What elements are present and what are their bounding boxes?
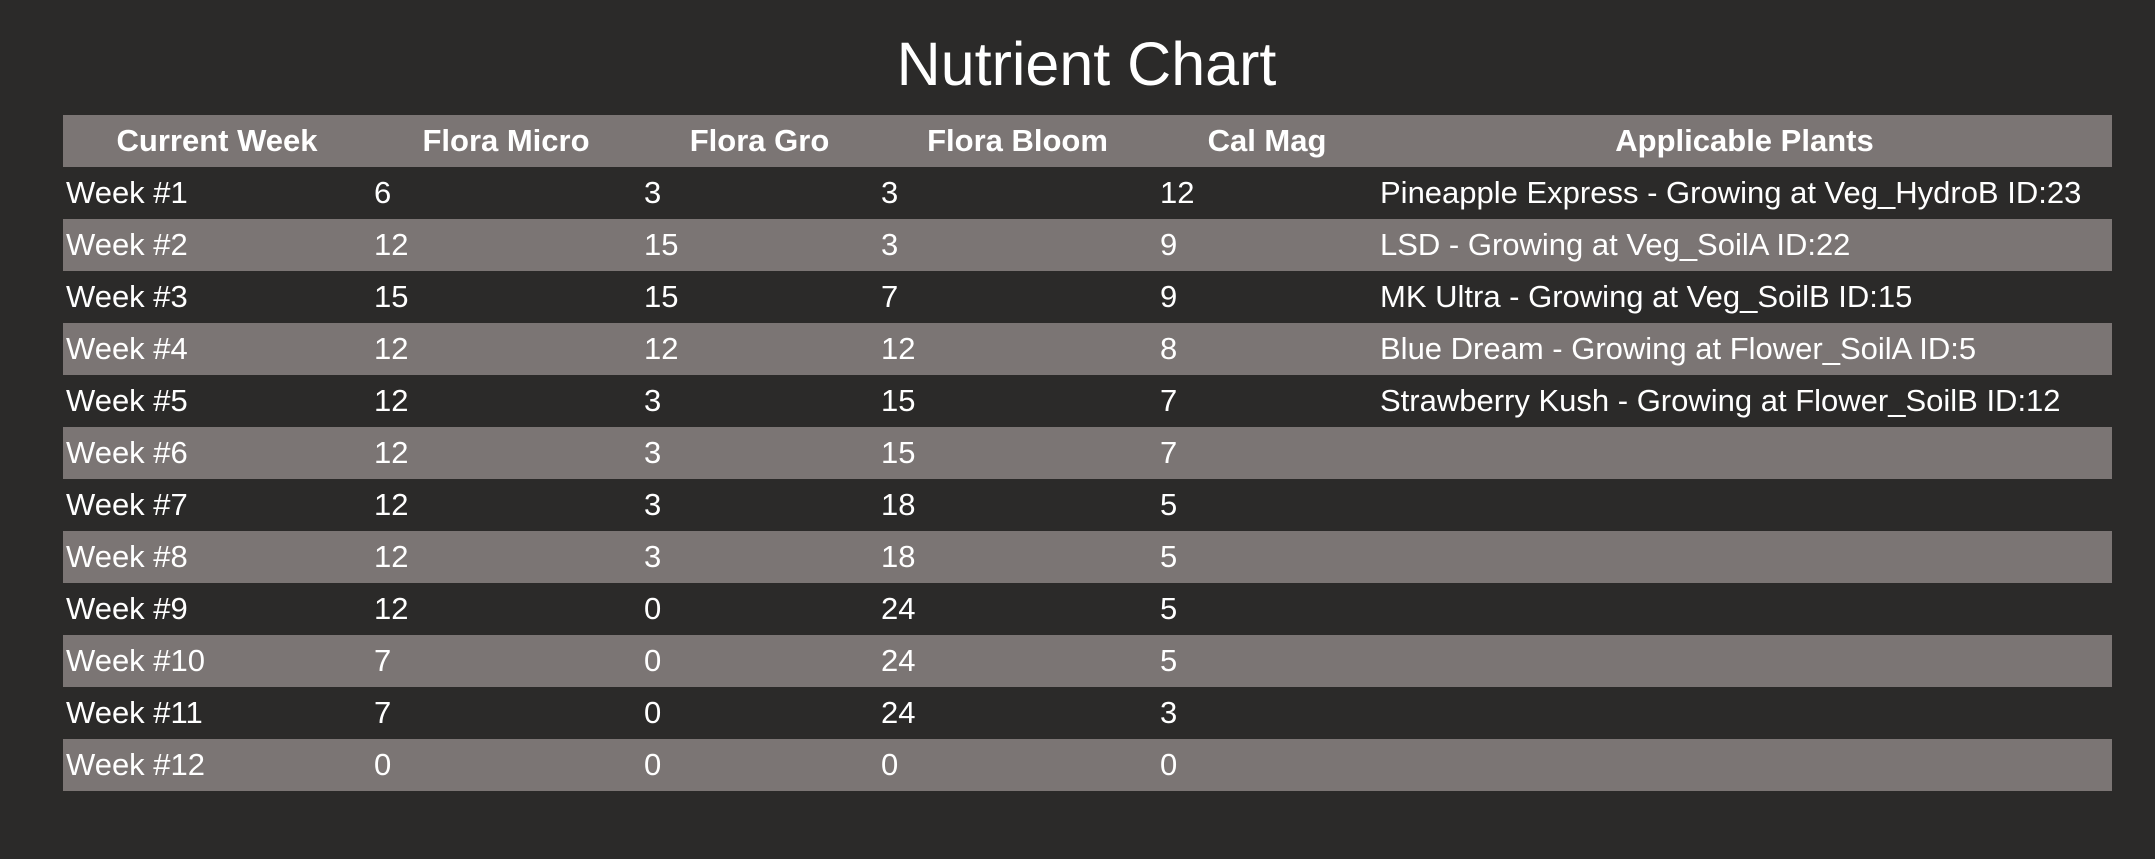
cell-week: Week #12 (63, 739, 371, 791)
cell-flora-bloom: 15 (878, 427, 1157, 479)
cell-flora-micro: 15 (371, 271, 641, 323)
cell-cal-mag: 7 (1157, 427, 1377, 479)
table-row: Week #7 12 3 18 5 (63, 479, 2112, 531)
cell-flora-bloom: 24 (878, 583, 1157, 635)
cell-applicable-plants (1377, 739, 2112, 791)
cell-applicable-plants: LSD - Growing at Veg_SoilA ID:22 (1377, 219, 2112, 271)
cell-week: Week #6 (63, 427, 371, 479)
cell-week: Week #8 (63, 531, 371, 583)
cell-week: Week #11 (63, 687, 371, 739)
cell-flora-gro: 3 (641, 427, 878, 479)
cell-week: Week #10 (63, 635, 371, 687)
cell-week: Week #3 (63, 271, 371, 323)
cell-flora-gro: 0 (641, 635, 878, 687)
cell-flora-bloom: 0 (878, 739, 1157, 791)
cell-cal-mag: 5 (1157, 479, 1377, 531)
table-row: Week #10 7 0 24 5 (63, 635, 2112, 687)
cell-cal-mag: 0 (1157, 739, 1377, 791)
nutrient-table: Current Week Flora Micro Flora Gro Flora… (63, 115, 2112, 791)
cell-flora-micro: 12 (371, 427, 641, 479)
cell-flora-bloom: 18 (878, 479, 1157, 531)
cell-cal-mag: 9 (1157, 219, 1377, 271)
table-row: Week #8 12 3 18 5 (63, 531, 2112, 583)
cell-week: Week #4 (63, 323, 371, 375)
cell-flora-bloom: 24 (878, 687, 1157, 739)
cell-flora-micro: 12 (371, 375, 641, 427)
cell-week: Week #5 (63, 375, 371, 427)
cell-flora-micro: 12 (371, 479, 641, 531)
cell-cal-mag: 5 (1157, 583, 1377, 635)
table-row: Week #12 0 0 0 0 (63, 739, 2112, 791)
table-row: Week #1 6 3 3 12 Pineapple Express - Gro… (63, 167, 2112, 219)
cell-flora-gro: 0 (641, 739, 878, 791)
cell-flora-bloom: 3 (878, 167, 1157, 219)
header-applicable-plants: Applicable Plants (1377, 115, 2112, 167)
cell-cal-mag: 7 (1157, 375, 1377, 427)
table-row: Week #9 12 0 24 5 (63, 583, 2112, 635)
cell-flora-bloom: 15 (878, 375, 1157, 427)
cell-applicable-plants (1377, 635, 2112, 687)
cell-flora-gro: 0 (641, 583, 878, 635)
page-title: Nutrient Chart (896, 30, 1277, 98)
table-row: Week #2 12 15 3 9 LSD - Growing at Veg_S… (63, 219, 2112, 271)
cell-flora-gro: 12 (641, 323, 878, 375)
cell-flora-micro: 6 (371, 167, 641, 219)
cell-week: Week #7 (63, 479, 371, 531)
cell-cal-mag: 5 (1157, 531, 1377, 583)
table-row: Week #4 12 12 12 8 Blue Dream - Growing … (63, 323, 2112, 375)
table-row: Week #3 15 15 7 9 MK Ultra - Growing at … (63, 271, 2112, 323)
cell-applicable-plants: Pineapple Express - Growing at Veg_Hydro… (1377, 167, 2112, 219)
cell-flora-micro: 7 (371, 687, 641, 739)
table-row: Week #5 12 3 15 7 Strawberry Kush - Grow… (63, 375, 2112, 427)
cell-flora-gro: 0 (641, 687, 878, 739)
header-flora-micro: Flora Micro (371, 115, 641, 167)
header-flora-bloom: Flora Bloom (878, 115, 1157, 167)
cell-applicable-plants (1377, 531, 2112, 583)
cell-flora-bloom: 3 (878, 219, 1157, 271)
cell-applicable-plants (1377, 479, 2112, 531)
cell-flora-gro: 15 (641, 271, 878, 323)
cell-flora-gro: 3 (641, 375, 878, 427)
cell-applicable-plants: Blue Dream - Growing at Flower_SoilA ID:… (1377, 323, 2112, 375)
cell-cal-mag: 8 (1157, 323, 1377, 375)
cell-flora-bloom: 7 (878, 271, 1157, 323)
cell-applicable-plants (1377, 427, 2112, 479)
cell-applicable-plants (1377, 583, 2112, 635)
table-header-row: Current Week Flora Micro Flora Gro Flora… (63, 115, 2112, 167)
cell-flora-gro: 3 (641, 167, 878, 219)
cell-cal-mag: 12 (1157, 167, 1377, 219)
cell-week: Week #1 (63, 167, 371, 219)
cell-applicable-plants (1377, 687, 2112, 739)
cell-flora-micro: 12 (371, 323, 641, 375)
cell-flora-gro: 15 (641, 219, 878, 271)
cell-flora-micro: 12 (371, 219, 641, 271)
cell-week: Week #2 (63, 219, 371, 271)
header-flora-gro: Flora Gro (641, 115, 878, 167)
header-cal-mag: Cal Mag (1157, 115, 1377, 167)
table-row: Week #6 12 3 15 7 (63, 427, 2112, 479)
cell-applicable-plants: Strawberry Kush - Growing at Flower_Soil… (1377, 375, 2112, 427)
cell-flora-bloom: 18 (878, 531, 1157, 583)
cell-applicable-plants: MK Ultra - Growing at Veg_SoilB ID:15 (1377, 271, 2112, 323)
cell-cal-mag: 9 (1157, 271, 1377, 323)
cell-flora-gro: 3 (641, 531, 878, 583)
cell-week: Week #9 (63, 583, 371, 635)
table-row: Week #11 7 0 24 3 (63, 687, 2112, 739)
cell-flora-gro: 3 (641, 479, 878, 531)
cell-flora-micro: 0 (371, 739, 641, 791)
header-current-week: Current Week (63, 115, 371, 167)
cell-cal-mag: 3 (1157, 687, 1377, 739)
cell-flora-micro: 12 (371, 531, 641, 583)
cell-flora-micro: 12 (371, 583, 641, 635)
cell-cal-mag: 5 (1157, 635, 1377, 687)
cell-flora-bloom: 24 (878, 635, 1157, 687)
cell-flora-bloom: 12 (878, 323, 1157, 375)
cell-flora-micro: 7 (371, 635, 641, 687)
